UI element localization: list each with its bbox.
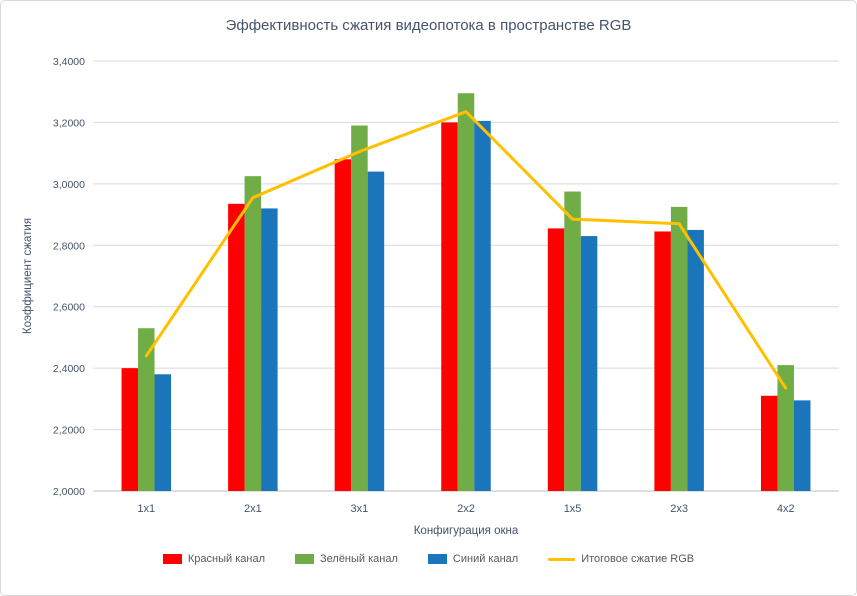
legend-color-swatch xyxy=(295,554,314,564)
bar xyxy=(564,191,581,492)
legend-label: Синий канал xyxy=(452,553,519,565)
x-axis-title: Конфигурация окна xyxy=(413,525,519,537)
total-line xyxy=(144,110,788,390)
bar xyxy=(228,203,245,492)
legend-label: Итоговое сжатие RGB xyxy=(581,553,695,565)
bar xyxy=(244,176,262,491)
bar xyxy=(687,229,704,491)
x-tick-label: 4x2 xyxy=(777,503,795,515)
y-tick-label: 2,8000 xyxy=(53,240,85,252)
y-tick-label: 3,4000 xyxy=(53,56,85,68)
y-tick-label: 2,6000 xyxy=(53,302,85,314)
y-tick-label: 3,2000 xyxy=(53,117,85,129)
x-tick-label: 2x2 xyxy=(457,503,475,515)
y-tick-label: 2,2000 xyxy=(53,425,85,437)
bar xyxy=(441,122,458,491)
bar xyxy=(138,328,155,491)
bar xyxy=(670,206,688,491)
legend-label: Красный канал xyxy=(187,553,265,565)
x-tick-label: 2x1 xyxy=(244,503,262,515)
bar xyxy=(154,374,172,491)
legend-item: Красный канал xyxy=(162,553,265,565)
legend-item: Зелёный канал xyxy=(295,553,398,565)
bar xyxy=(367,171,385,492)
chart-title: Эффективность сжатия видеопотока в прост… xyxy=(225,17,632,34)
chart-legend: Красный канал Зелёный канал Синий канал Ито… xyxy=(1,553,856,565)
x-tick-label: 3x1 xyxy=(351,503,369,515)
bar xyxy=(654,231,671,491)
legend-line-marker xyxy=(548,557,576,561)
bar xyxy=(547,228,565,491)
y-axis-title: Коэффициент сжатия xyxy=(22,218,34,334)
legend-item: Синий канал xyxy=(427,553,519,565)
legend-color-swatch xyxy=(162,554,182,564)
bar xyxy=(760,395,778,491)
y-tick-label: 2,4000 xyxy=(53,363,85,375)
x-tick-label: 2x3 xyxy=(670,503,688,515)
bar xyxy=(777,365,794,491)
legend-label: Зелёный канал xyxy=(320,553,398,565)
bar xyxy=(580,236,598,491)
bar xyxy=(121,368,139,491)
y-tick-label: 2,0000 xyxy=(53,486,85,498)
bar xyxy=(474,120,491,492)
bar xyxy=(334,159,352,491)
x-tick-label: 1x5 xyxy=(564,503,582,515)
legend-color-swatch xyxy=(427,554,447,564)
bar xyxy=(261,208,278,491)
chart-canvas: 2,0000 2,2000 2,4000 2,6000 2,8000 3,0000 3,20… xyxy=(22,56,839,515)
x-tick-label: 1x1 xyxy=(137,503,155,515)
y-tick-label: 3,0000 xyxy=(53,179,85,191)
bar xyxy=(457,93,475,491)
bar xyxy=(351,125,368,491)
bar xyxy=(793,400,811,491)
legend-item: Итоговое сжатие RGB xyxy=(548,553,694,565)
